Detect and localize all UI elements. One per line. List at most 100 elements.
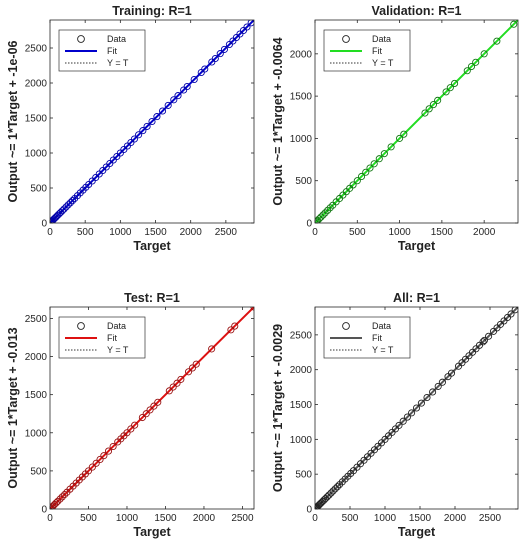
test-y-tick-label: 500 <box>30 466 47 477</box>
all-data-point <box>423 394 431 402</box>
test-legend-label: Y = T <box>107 345 129 355</box>
training-data-point <box>216 50 224 58</box>
training-data-point <box>64 201 72 209</box>
test-data-point <box>227 326 235 334</box>
test-data-point <box>96 455 104 464</box>
test-data-point <box>58 493 66 501</box>
validation-y-tick-label: 1500 <box>290 92 313 103</box>
training-data-point <box>201 65 209 73</box>
all-y-tick-label: 2000 <box>290 365 313 376</box>
validation-data-point <box>357 172 366 181</box>
all-legend-label: Y = T <box>372 345 394 355</box>
test-data-point <box>142 410 150 418</box>
validation-data-point <box>319 211 327 219</box>
test-data-point <box>188 364 196 372</box>
validation-legend: Data Fit Y = T <box>323 29 411 72</box>
test-data-point <box>100 452 108 460</box>
validation-plot-content <box>315 20 518 223</box>
test-data-point <box>109 442 117 451</box>
all-data-point <box>480 336 488 344</box>
all-data-point <box>479 338 487 346</box>
test-x-axis-label: Target <box>133 525 171 539</box>
all-data-point <box>395 421 403 429</box>
test-data-point <box>54 497 62 505</box>
all-data-point <box>434 382 442 390</box>
all-x-tick-label: 2500 <box>479 513 502 524</box>
all-legend-box <box>323 316 411 359</box>
validation-data-point <box>467 62 476 71</box>
all-data-point <box>399 417 407 425</box>
validation-legend-data-marker <box>342 35 350 43</box>
test-data-point <box>146 406 154 414</box>
test-y-tick-label: 2500 <box>25 314 48 325</box>
test-y-tick-label: 2000 <box>25 352 48 363</box>
all-title: All: R=1 <box>393 291 440 305</box>
all-y-tick-label: 500 <box>295 470 312 481</box>
validation-x-tick-label: 1000 <box>388 227 411 238</box>
training-data-point <box>139 127 147 135</box>
all-data-point <box>329 487 337 495</box>
validation-data-point <box>493 37 501 45</box>
training-x-axis-label: Target <box>133 239 171 253</box>
test-data-point <box>165 387 173 395</box>
test-x-tick-label: 0 <box>47 513 53 524</box>
all-y-tick-label: 0 <box>306 505 312 516</box>
training-legend-label: Y = T <box>107 58 129 68</box>
training-data-point <box>51 214 59 222</box>
all-data-point <box>331 485 339 493</box>
validation-x-tick-label: 1500 <box>431 227 454 238</box>
validation-y-tick-label: 1000 <box>290 134 313 145</box>
all-x-tick-label: 500 <box>342 513 359 524</box>
test-data-point <box>88 463 96 471</box>
training-panel: 0 500 1000 1500 2000 2500 0 500 1000 1500 2000 2500… <box>6 4 255 253</box>
training-data-point <box>170 96 178 104</box>
training-data-point <box>60 205 68 213</box>
test-y-tick-label: 0 <box>41 505 47 516</box>
test-y-axis-label: Output ~= 1*Target + -0.013 <box>6 327 20 488</box>
all-data-point <box>327 489 335 497</box>
training-legend-label: Data <box>107 34 126 44</box>
training-data-point <box>68 197 77 205</box>
training-data-point <box>190 75 198 84</box>
test-x-tick-label: 1500 <box>154 513 177 524</box>
validation-data-point <box>326 204 334 212</box>
test-y-tick-label: 1500 <box>25 390 48 401</box>
all-data-point <box>408 409 416 417</box>
training-data-point <box>164 101 172 109</box>
training-y-axis-label: Output ~= 1*Target + -1e-06 <box>6 40 20 202</box>
all-x-tick-label: 1000 <box>374 513 397 524</box>
all-data-point <box>447 369 456 377</box>
test-x-tick-label: 2000 <box>193 513 216 524</box>
test-data-point <box>127 425 135 433</box>
validation-data-point <box>366 164 374 172</box>
all-axes-box <box>314 306 519 510</box>
all-x-tick-label: 2000 <box>444 513 467 524</box>
validation-data-point <box>396 134 404 142</box>
test-data-point <box>150 402 158 410</box>
validation-data-point <box>446 84 454 92</box>
validation-y-tick-label: 0 <box>306 219 312 230</box>
training-legend-data-marker <box>77 35 85 43</box>
all-data-point <box>412 404 421 412</box>
test-data-point <box>56 495 64 503</box>
training-x-tick-label: 1000 <box>109 227 132 238</box>
validation-data-point <box>400 130 408 138</box>
test-data-point <box>104 447 113 455</box>
test-data-point <box>169 383 177 391</box>
all-data-point <box>507 310 515 318</box>
validation-x-tick-label: 0 <box>312 227 318 238</box>
test-legend-data-marker <box>77 322 85 330</box>
test-data-point <box>50 504 55 509</box>
training-data-point <box>62 203 70 211</box>
test-axes-box <box>49 306 255 510</box>
training-x-tick-label: 2500 <box>215 227 238 238</box>
test-data-point <box>131 421 139 429</box>
training-data-point <box>135 131 143 139</box>
test-legend-label: Fit <box>107 333 117 343</box>
test-plot-content <box>50 307 254 509</box>
training-data-point <box>243 23 251 31</box>
training-data-point <box>58 207 66 215</box>
validation-data-point <box>375 155 383 163</box>
all-legend-label: Fit <box>372 333 382 343</box>
validation-data-point <box>434 96 442 104</box>
